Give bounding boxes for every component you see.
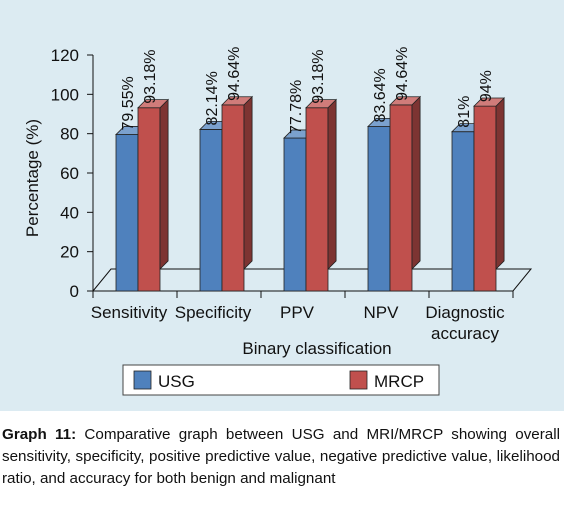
data-label-usg: 77.78% [288, 80, 305, 134]
data-label-mrcp: 93.18% [142, 49, 159, 103]
legend-swatch-mrcp [349, 370, 368, 390]
y-tick-label: 60 [60, 164, 79, 183]
data-label-mrcp: 94.64% [394, 47, 411, 101]
bar-mrcp-front [305, 107, 329, 292]
data-label-usg: 83.64% [372, 68, 389, 122]
bar-mrcp-top [221, 96, 254, 106]
data-label-mrcp: 94.64% [226, 47, 243, 101]
x-tick-label: NPV [364, 303, 400, 322]
bar-mrcp-side [327, 98, 337, 270]
legend-swatch-usg [133, 370, 152, 390]
data-label-usg: 82.14% [204, 71, 221, 125]
bar-mrcp-top [473, 97, 506, 107]
bar-mrcp-side [411, 95, 421, 270]
caption-text: Comparative graph between USG and MRI/MR… [2, 426, 560, 487]
bar-usg-front [283, 137, 307, 292]
y-tick-label: 0 [70, 282, 79, 301]
x-tick-label: Specificity [175, 303, 252, 322]
bar-mrcp-front [137, 107, 161, 292]
legend-box [122, 364, 440, 396]
bar-usg-front [115, 134, 139, 292]
caption-lead: Graph 11: [2, 426, 77, 443]
x-tick-label: PPV [280, 303, 315, 322]
x-tick-label: accuracy [431, 324, 500, 343]
bar-usg-front [367, 126, 391, 292]
bar-chart: 0 20 40 60 80 100 120 Percentage (%) 79.55% 93.18… [23, 46, 533, 396]
bar-mrcp-side [243, 95, 253, 270]
y-tick-label: 100 [51, 85, 79, 104]
legend-label-usg: USG [158, 372, 195, 391]
bar-mrcp-top [137, 99, 170, 109]
bar-usg-front [199, 129, 223, 292]
bar-mrcp-front [389, 104, 413, 292]
y-axis-title: Percentage (%) [23, 119, 42, 237]
data-label-usg: 79.55% [120, 76, 137, 130]
bar-mrcp-side [495, 97, 505, 270]
bar-usg-front [451, 131, 475, 292]
x-tick-label: Sensitivity [91, 303, 168, 322]
y-tick-label: 120 [51, 46, 79, 65]
bar-mrcp-top [389, 96, 422, 106]
bar-mrcp-side [159, 98, 169, 270]
data-label-usg: 81% [456, 96, 473, 128]
y-tick-label: 40 [60, 203, 79, 222]
data-label-mrcp: 94% [478, 70, 495, 102]
x-tick-label: Diagnostic [425, 303, 505, 322]
x-axis-title: Binary classification [242, 339, 391, 358]
figure-caption: Graph 11: Comparative graph between USG … [2, 424, 560, 490]
chart-panel: 0 20 40 60 80 100 120 Percentage (%) 79.55% 93.18… [0, 0, 564, 411]
legend-label-mrcp: MRCP [374, 372, 424, 391]
y-tick-label: 20 [60, 243, 79, 262]
bar-mrcp-front [473, 105, 497, 292]
data-label-mrcp: 93.18% [310, 49, 327, 103]
bar-mrcp-front [221, 104, 245, 292]
y-tick-label: 80 [60, 125, 79, 144]
bar-mrcp-top [305, 99, 338, 109]
